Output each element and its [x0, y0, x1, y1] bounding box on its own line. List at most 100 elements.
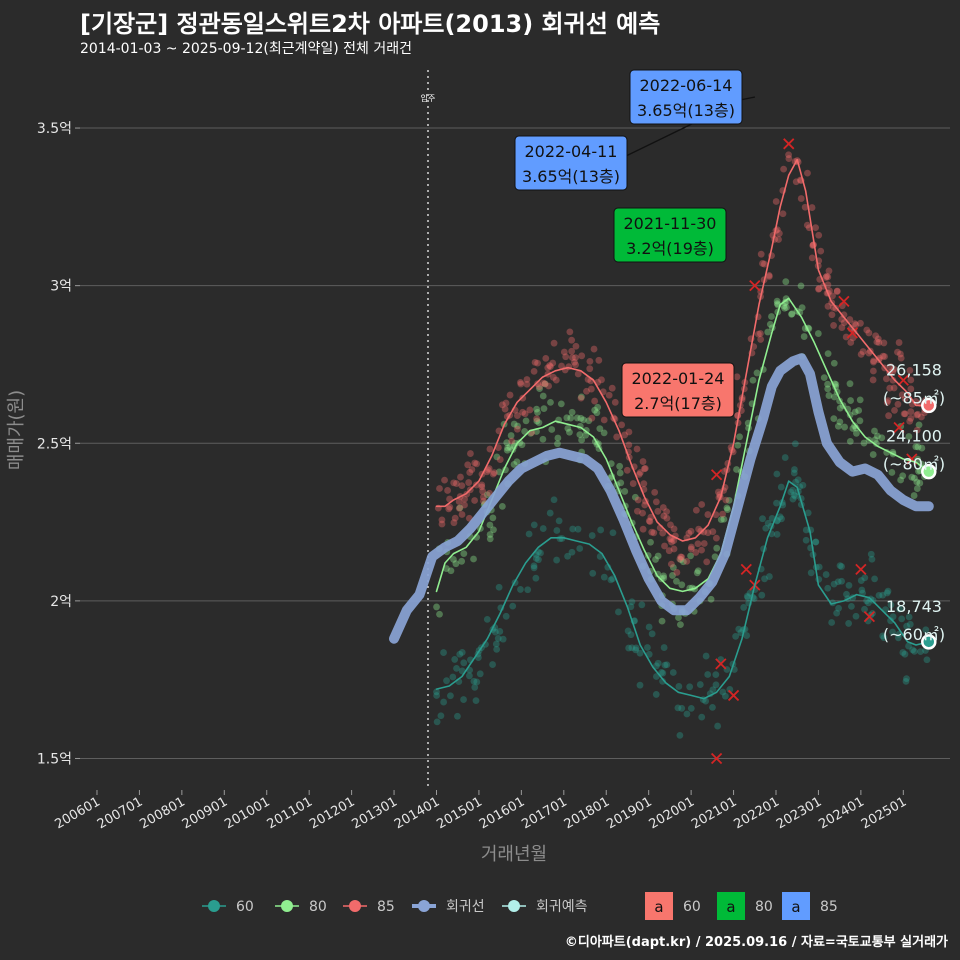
scatter-point-85	[623, 466, 631, 474]
scatter-point-60	[903, 622, 911, 630]
scatter-point-80	[860, 439, 868, 447]
x-tick-label: 202101	[689, 794, 739, 832]
scatter-point-60	[792, 492, 799, 500]
scatter-point-85	[490, 469, 498, 477]
scatter-point-60	[777, 483, 785, 491]
scatter-point-60	[773, 530, 781, 538]
scatter-point-85	[897, 350, 904, 358]
scatter-point-80	[536, 385, 543, 393]
scatter-point-85	[558, 362, 565, 370]
scatter-point-60	[732, 632, 740, 640]
scatter-point-60	[458, 648, 466, 656]
scatter-point-60	[456, 650, 464, 658]
scatter-point-60	[812, 538, 820, 546]
scatter-point-80	[734, 441, 742, 449]
scatter-point-80	[713, 544, 721, 552]
annotation-date: 2022-04-11	[525, 142, 618, 161]
grid-layer: 입주	[80, 70, 950, 790]
scatter-point-80	[711, 553, 719, 561]
scatter-point-60	[492, 640, 500, 648]
scatter-point-85	[913, 411, 921, 419]
scatter-point-80	[594, 403, 602, 411]
scatter-point-85	[645, 517, 653, 525]
scatter-point-80	[916, 479, 924, 487]
scatter-point-85	[608, 384, 616, 392]
scatter-point-60	[848, 602, 855, 610]
scatter-point-60	[530, 562, 538, 570]
scatter-point-60	[833, 609, 841, 617]
scatter-point-85	[446, 503, 454, 511]
scatter-point-85	[467, 450, 474, 457]
scatter-point-60	[509, 602, 517, 610]
scatter-point-60	[843, 590, 850, 598]
scatter-point-85	[900, 410, 908, 418]
scatter-point-80	[591, 406, 599, 414]
scatter-point-85	[906, 366, 914, 374]
scatter-point-85	[546, 362, 553, 369]
scatter-point-85	[552, 376, 560, 384]
scatter-point-85	[694, 540, 702, 548]
scatter-point-60	[517, 586, 524, 593]
scatter-point-85	[523, 380, 531, 388]
scatter-point-85	[572, 361, 579, 369]
scatter-point-60	[802, 526, 810, 534]
scatter-point-85	[542, 354, 550, 362]
scatter-point-60	[917, 648, 924, 656]
scatter-point-85	[670, 545, 678, 553]
scatter-point-80	[567, 414, 575, 422]
scatter-point-60	[600, 573, 608, 581]
scatter-point-85	[666, 535, 674, 543]
scatter-point-85	[692, 506, 700, 514]
scatter-point-60	[615, 608, 622, 616]
annotation-price: 3.65억(13층)	[637, 101, 735, 120]
scatter-point-85	[870, 358, 877, 366]
scatter-point-85	[857, 319, 864, 327]
scatter-point-80	[693, 569, 701, 577]
scatter-point-85	[667, 521, 674, 529]
cancelled-marks-layer	[710, 138, 918, 765]
scatter-point-85	[817, 247, 825, 255]
scatter-point-80	[566, 428, 573, 436]
scatter-point-60	[830, 580, 838, 588]
scatter-point-60	[867, 550, 875, 558]
scatter-point-85	[560, 348, 568, 356]
scatter-point-60	[894, 634, 902, 642]
scatter-point-80	[540, 405, 548, 413]
scatter-point-60	[532, 555, 540, 562]
scatter-point-85	[825, 267, 833, 275]
scatter-point-85	[714, 488, 722, 496]
scatter-point-85	[588, 414, 596, 422]
scatter-point-80	[824, 350, 832, 358]
scatter-point-80	[830, 415, 838, 423]
scatter-point-60	[884, 587, 892, 595]
scatter-point-85	[663, 508, 670, 516]
scatter-point-85	[894, 348, 901, 356]
annotation-date: 2022-01-24	[632, 369, 725, 388]
scatter-point-85	[879, 352, 887, 360]
scatter-point-85	[704, 529, 712, 537]
scatter-point-85	[550, 339, 558, 347]
end-value-85: 26,158	[886, 360, 942, 379]
scatter-point-60	[903, 675, 910, 683]
scatter-point-85	[881, 353, 888, 360]
scatter-point-60	[863, 597, 871, 605]
scatter-point-80	[782, 278, 790, 286]
scatter-point-85	[634, 496, 642, 504]
scatter-point-85	[577, 394, 585, 402]
scatter-point-60	[709, 703, 716, 711]
scatter-point-60	[905, 642, 912, 650]
scatter-point-60	[702, 652, 710, 660]
scatter-point-85	[842, 333, 850, 341]
scatter-point-60	[652, 673, 660, 680]
scatter-point-80	[782, 295, 790, 303]
scatter-point-85	[828, 311, 836, 319]
scatter-point-85	[883, 375, 890, 383]
scatter-point-80	[436, 610, 443, 618]
scatter-point-85	[884, 397, 892, 405]
legend-label: 회귀선	[446, 899, 485, 915]
scatter-point-80	[470, 555, 477, 563]
scatter-point-80	[749, 376, 757, 384]
series-line-85	[435, 158, 930, 542]
scatter-point-85	[541, 380, 549, 388]
scatter-point-60	[569, 525, 577, 533]
